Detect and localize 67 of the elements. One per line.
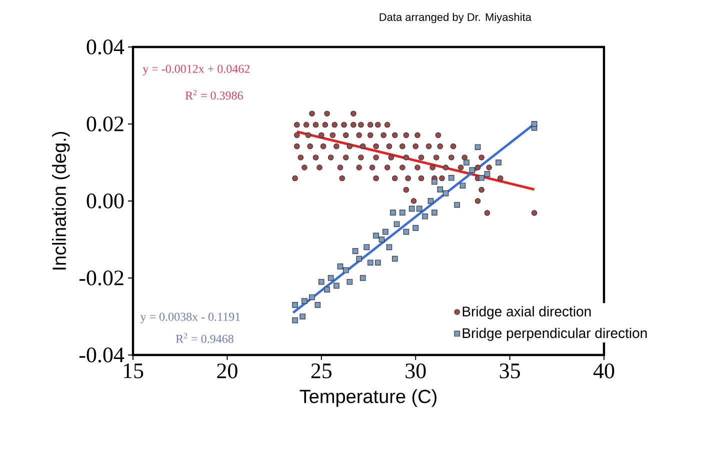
point <box>352 248 358 254</box>
x-axis-title: Temperature (C) <box>300 389 436 407</box>
annotation: y = 0.0038x - 0.1191 <box>140 312 240 324</box>
point <box>432 178 438 185</box>
point <box>300 314 306 320</box>
point <box>375 260 381 266</box>
point <box>360 275 366 281</box>
y-tick-label: 0.00 <box>86 194 124 208</box>
point <box>437 186 443 192</box>
point <box>386 244 392 250</box>
x-tick-label: 15 <box>124 364 144 378</box>
point <box>484 171 490 177</box>
point <box>364 244 370 250</box>
y-tick-label: 0.02 <box>86 116 124 132</box>
point <box>356 256 362 262</box>
point <box>373 232 379 239</box>
annotation: y = -0.0012x + 0.0462 <box>142 64 250 76</box>
point <box>318 278 324 285</box>
point <box>442 190 449 196</box>
legend-label: Bridge axial direction <box>462 306 591 320</box>
point <box>292 302 298 308</box>
point <box>496 160 502 166</box>
annotation: R$^{2}$ = 0.3986 <box>185 90 243 100</box>
y-axis-title: Inclination (deg.) <box>52 132 70 270</box>
point <box>378 236 385 242</box>
point <box>367 260 374 266</box>
point <box>454 202 460 208</box>
point <box>314 302 321 308</box>
point <box>412 225 418 231</box>
x-tick-label: 25 <box>311 364 332 378</box>
point <box>292 317 298 324</box>
point <box>342 267 349 274</box>
point <box>324 286 330 292</box>
point <box>460 182 466 188</box>
annotation: R$^{2}$ = 0.9468 <box>176 333 234 343</box>
point <box>416 206 422 212</box>
y-tick-label: 0.04 <box>86 40 124 54</box>
x-tick-label: 30 <box>406 364 426 378</box>
point <box>464 160 470 166</box>
point <box>328 275 334 281</box>
point <box>478 174 484 181</box>
point <box>422 213 428 220</box>
point <box>302 298 308 304</box>
point <box>531 121 538 127</box>
point <box>382 228 388 235</box>
x-tick-label: 35 <box>500 364 520 378</box>
point <box>408 206 415 212</box>
point <box>309 294 315 300</box>
point <box>390 210 396 216</box>
point <box>432 210 438 216</box>
x-tick-label: 40 <box>593 364 614 378</box>
x-tick-label: 20 <box>217 364 238 378</box>
legend-label: Bridge perpendicular direction <box>462 328 647 341</box>
point <box>469 167 476 174</box>
y-tick-label: -0.02 <box>79 270 124 286</box>
point <box>403 228 410 235</box>
text: Data arranged by Dr. Miyashita <box>380 12 532 24</box>
point <box>392 256 398 262</box>
point <box>337 264 344 270</box>
point <box>400 210 406 216</box>
point <box>448 174 454 181</box>
point <box>428 198 434 204</box>
point <box>346 278 353 285</box>
point <box>394 221 400 227</box>
point <box>474 144 481 150</box>
point <box>334 282 340 289</box>
y-tick-label: -0.04 <box>79 348 124 362</box>
